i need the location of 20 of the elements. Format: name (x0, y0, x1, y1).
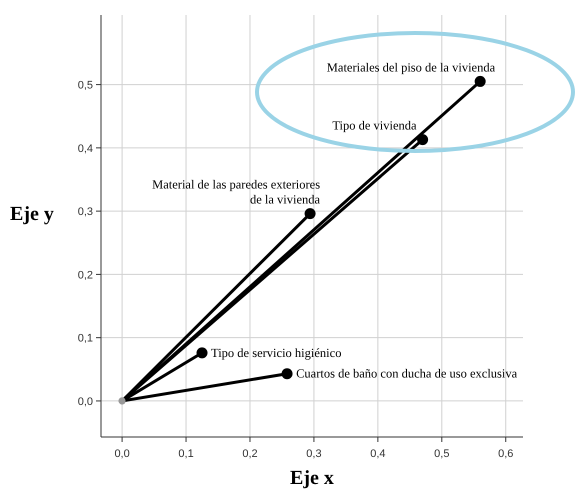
y-axis-title: Eje y (10, 203, 54, 225)
x-axis-title: Eje x (290, 467, 334, 489)
x-tick-label: 0,1 (178, 448, 194, 460)
x-tick-label: 0,3 (306, 448, 322, 460)
series-label: Materiales del piso de la vivienda (326, 60, 496, 74)
x-tick-label: 0,0 (114, 448, 130, 460)
y-tick-label: 0,0 (78, 396, 93, 408)
y-tick-label: 0,4 (78, 142, 93, 155)
series-label: Tipo de servicio higiénico (211, 346, 342, 360)
y-tick-label: 0,1 (78, 332, 93, 345)
series-label: Tipo de vivienda (332, 118, 418, 133)
y-tick-label: 0,2 (78, 269, 93, 282)
x-tick-label: 0,2 (242, 448, 258, 460)
series-label: Material de las paredes exteriores de la vivienda (152, 178, 321, 207)
series-label: Cuartos de baño con ducha de uso exclusiva (296, 366, 518, 381)
y-tick-label: 0,3 (78, 206, 93, 218)
x-tick-label: 0,6 (498, 448, 514, 460)
x-tick-label: 0,4 (370, 448, 386, 460)
y-tick-label: 0,5 (78, 80, 93, 92)
x-tick-label: 0,5 (434, 448, 450, 460)
